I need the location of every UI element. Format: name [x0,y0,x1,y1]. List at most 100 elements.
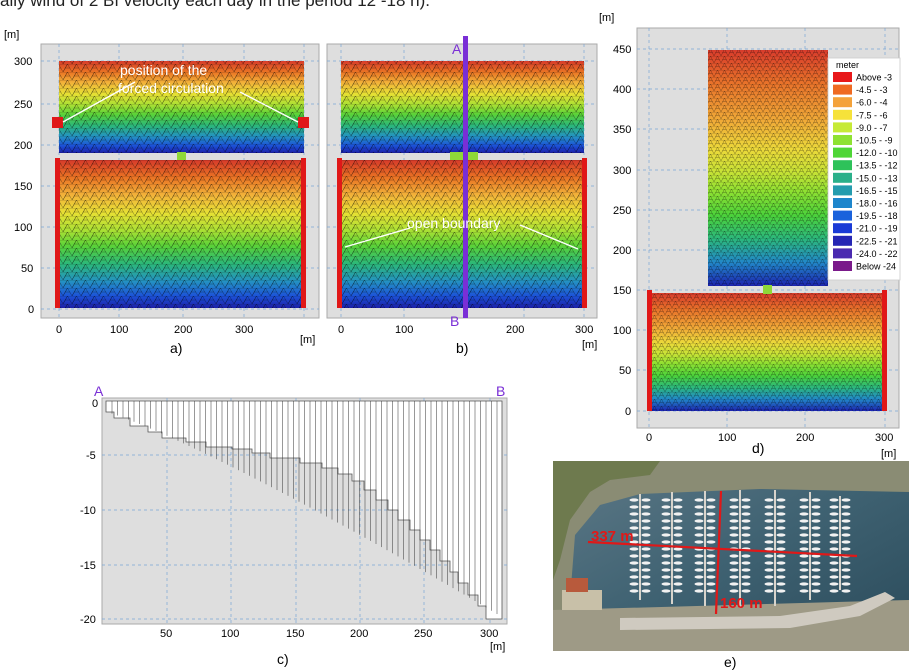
panel-c-ytick-20: -20 [80,614,96,626]
boat [811,498,821,502]
legend-swatch [833,160,852,171]
panel-d-xtick-200: 200 [796,432,814,444]
panel-c-ytick-10: -10 [80,505,96,517]
boat [741,575,751,579]
boat [841,512,851,516]
panel-d-legend-items: Above -3 -4.5 - -3 -6.0 - -4 -7.5 - -6 -9.0 … [833,72,898,272]
boat [629,561,639,565]
boat [811,505,821,509]
boat [741,498,751,502]
boat [706,498,716,502]
boat [673,547,683,551]
panel-c-xtick-100: 100 [221,628,239,640]
panel-a-ytick-0: 0 [28,304,34,316]
boat [829,519,839,523]
boat [764,519,774,523]
panel-d-ytick-200: 200 [613,245,631,257]
boat [811,568,821,572]
boat [829,505,839,509]
panel-d-left-boundary [647,290,652,411]
legend-label: -13.5 - -12 [856,161,898,171]
panel-b-x-unit: [m] [582,339,597,351]
panel-d-ytick-350: 350 [613,124,631,136]
boat [841,519,851,523]
panel-b-xtick-0: 0 [338,324,344,336]
legend-label: -21.0 - -19 [856,224,898,234]
boat [741,526,751,530]
boat [729,512,739,516]
legend-swatch [833,185,852,196]
legend-swatch [833,210,852,221]
boat [673,505,683,509]
legend-label: -15.0 - -13 [856,173,898,183]
boat [764,589,774,593]
boat [776,568,786,572]
boat [673,526,683,530]
boat [811,589,821,593]
boat [641,568,651,572]
boat [673,512,683,516]
boat [729,582,739,586]
panel-c-xtick-200: 200 [350,628,368,640]
boat [706,512,716,516]
boat [706,589,716,593]
panel-e-label: e) [724,654,736,670]
boat [764,512,774,516]
boat [764,568,774,572]
boat [776,512,786,516]
boat [729,589,739,593]
boat [661,505,671,509]
panel-c-section-b: B [496,383,505,399]
boat [799,498,809,502]
panel-a-inlet-right [298,117,309,128]
panel-a-ytick-250: 250 [14,99,32,111]
boat [673,554,683,558]
legend-swatch [833,97,852,108]
panel-b-left-boundary [337,158,342,308]
boat [764,498,774,502]
boat [694,519,704,523]
boat [629,512,639,516]
boat [841,589,851,593]
boat [641,540,651,544]
boat [829,540,839,544]
panel-d: meter Above -3 -4.5 - -3 -6.0 - -4 -7.5 - -… [599,12,901,460]
boat [799,547,809,551]
panel-b-xtick-300: 300 [575,324,593,336]
panel-d-ytick-50: 50 [619,365,631,377]
boat [694,505,704,509]
panel-c: A B 0 -5 -10 -15 -20 50 100 150 200 250 … [80,383,508,667]
panel-c-mesh-lines [111,401,498,615]
boat [641,512,651,516]
boat [741,505,751,509]
boat [694,533,704,537]
legend-swatch [833,84,852,95]
panel-e-height-line [714,490,723,615]
boat [811,575,821,579]
panel-d-ytick-150: 150 [613,285,631,297]
boat [776,526,786,530]
panel-d-ytick-100: 100 [613,325,631,337]
legend-swatch [833,223,852,234]
legend-swatch [833,109,852,120]
boat [729,554,739,558]
panel-a-label: a) [170,340,182,356]
boat [764,575,774,579]
boat [799,589,809,593]
panel-d-ytick-450: 450 [613,44,631,56]
boat [641,554,651,558]
boat [694,568,704,572]
boat [661,589,671,593]
boat [764,540,774,544]
panel-a-left-boundary [55,158,60,308]
boat [673,575,683,579]
boat [706,533,716,537]
panel-c-cross-section [105,400,503,620]
boat [641,561,651,565]
boat [741,554,751,558]
boat [629,505,639,509]
boat [741,568,751,572]
legend-label: -19.5 - -18 [856,211,898,221]
boat [694,582,704,586]
